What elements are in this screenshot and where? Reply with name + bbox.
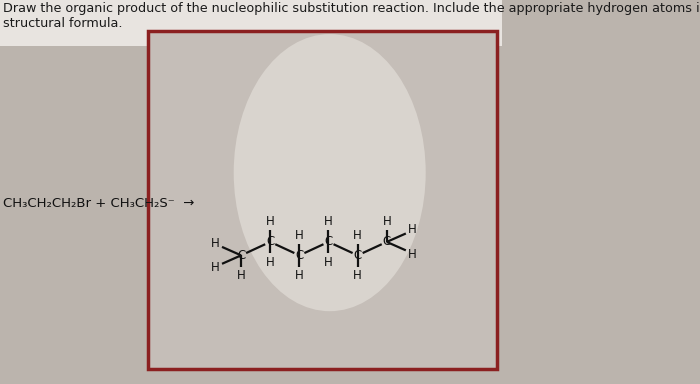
Text: H: H: [408, 248, 416, 261]
Text: C: C: [266, 235, 274, 248]
Text: H: H: [324, 256, 333, 269]
Text: H: H: [295, 228, 304, 242]
Text: H: H: [354, 269, 362, 282]
Text: C: C: [354, 249, 362, 262]
Ellipse shape: [234, 34, 426, 311]
Text: H: H: [354, 228, 362, 242]
Text: H: H: [237, 269, 246, 282]
Text: H: H: [266, 215, 274, 228]
Text: H: H: [408, 223, 416, 236]
Text: C: C: [324, 235, 332, 248]
Text: Draw the organic product of the nucleophilic substitution reaction. Include the : Draw the organic product of the nucleoph…: [3, 2, 700, 30]
FancyBboxPatch shape: [148, 31, 497, 369]
Text: CH₃CH₂CH₂Br + CH₃CH₂S⁻  →: CH₃CH₂CH₂Br + CH₃CH₂S⁻ →: [3, 197, 194, 210]
Text: H: H: [382, 215, 391, 228]
Text: H: H: [266, 256, 274, 269]
Text: H: H: [295, 269, 304, 282]
Text: H: H: [211, 261, 220, 274]
Text: C: C: [237, 249, 245, 262]
Text: H: H: [324, 215, 333, 228]
FancyBboxPatch shape: [0, 0, 503, 46]
Text: C: C: [383, 235, 391, 248]
Text: H: H: [211, 237, 220, 250]
Text: C: C: [295, 249, 304, 262]
